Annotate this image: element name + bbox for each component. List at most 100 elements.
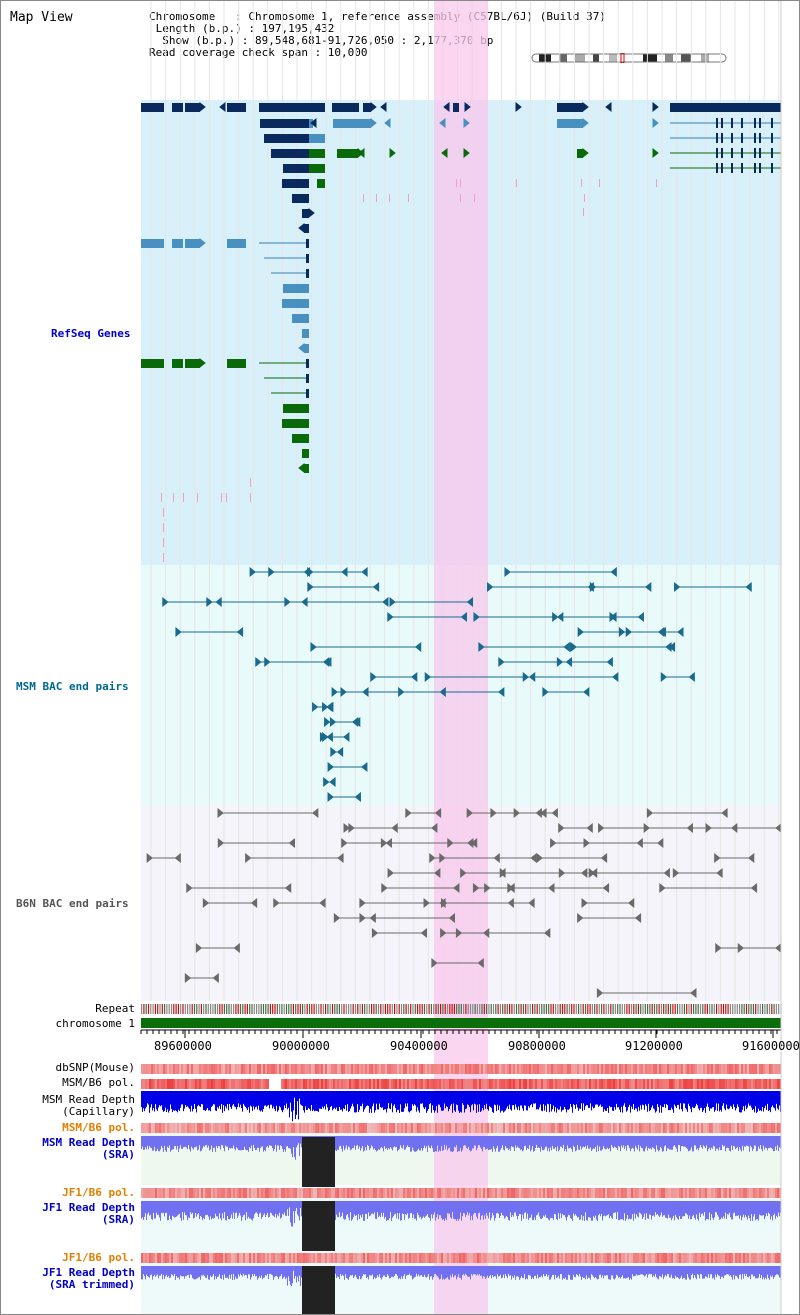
- polymorphism-cell: [403, 1079, 405, 1089]
- polymorphism-cell: [499, 1079, 501, 1089]
- depth-bar: [773, 1201, 774, 1216]
- polymorphism-cell: [411, 1123, 413, 1133]
- polymorphism-cell: [147, 1064, 149, 1074]
- polymorphism-cell: [667, 1123, 669, 1133]
- depth-bar: [236, 1266, 237, 1279]
- depth-bar: [460, 1091, 461, 1112]
- depth-bar: [519, 1266, 520, 1280]
- polymorphism-cell: [305, 1064, 307, 1074]
- depth-bar: [509, 1266, 510, 1276]
- depth-bar: [439, 1266, 440, 1280]
- polymorphism-cell: [573, 1079, 575, 1089]
- polymorphism-cell: [415, 1188, 417, 1198]
- depth-bar: [221, 1136, 222, 1145]
- depth-bar: [424, 1091, 425, 1110]
- polymorphism-cell: [503, 1188, 505, 1198]
- polymorphism-cell: [191, 1123, 193, 1133]
- depth-bar: [631, 1201, 632, 1219]
- polymorphism-cell: [397, 1188, 399, 1198]
- depth-bar: [191, 1091, 192, 1106]
- depth-bar: [218, 1266, 219, 1277]
- polymorphism-cell: [357, 1079, 359, 1089]
- polymorphism-cell: [599, 1064, 601, 1074]
- depth-bar: [366, 1091, 367, 1107]
- strand-arrow: [484, 882, 491, 894]
- depth-bar: [395, 1136, 396, 1148]
- strand-arrow: [544, 927, 551, 939]
- depth-bar: [589, 1091, 590, 1108]
- depth-bar: [382, 1201, 383, 1217]
- depth-bar: [197, 1136, 198, 1151]
- depth-bar: [474, 1091, 475, 1104]
- polymorphism-cell: [197, 1188, 199, 1198]
- depth-bar: [709, 1136, 710, 1148]
- depth-bar: [686, 1136, 687, 1148]
- depth-bar: [167, 1136, 168, 1147]
- depth-bar: [668, 1266, 669, 1275]
- depth-bar: [487, 1266, 488, 1276]
- depth-bar: [755, 1091, 756, 1107]
- depth-bar: [735, 1136, 736, 1150]
- chromosome-ideogram[interactable]: [531, 53, 727, 63]
- depth-bar: [659, 1091, 660, 1113]
- strand-arrow: [434, 867, 441, 879]
- depth-bar: [418, 1136, 419, 1149]
- depth-bar: [360, 1136, 361, 1151]
- depth-bar: [745, 1136, 746, 1147]
- depth-bar: [257, 1136, 258, 1148]
- depth-bar: [563, 1136, 564, 1145]
- depth-bar: [602, 1201, 603, 1221]
- depth-bar: [691, 1266, 692, 1276]
- strand-arrow: [199, 101, 206, 113]
- depth-bar: [513, 1266, 514, 1278]
- polymorphism-cell: [151, 1188, 153, 1198]
- depth-bar: [572, 1266, 573, 1280]
- depth-bar: [529, 1201, 530, 1218]
- polymorphism-cell: [757, 1123, 759, 1133]
- polymorphism-cell: [319, 1188, 321, 1198]
- depth-bar: [477, 1091, 478, 1105]
- strand-arrow: [327, 701, 334, 713]
- polymorphism-cell: [505, 1253, 507, 1263]
- depth-bar: [496, 1091, 497, 1112]
- depth-bar: [572, 1201, 573, 1221]
- polymorphism-cell: [339, 1188, 341, 1198]
- depth-bar: [707, 1136, 708, 1152]
- depth-bar: [544, 1201, 545, 1217]
- polymorphism-cell: [149, 1123, 151, 1133]
- depth-bar: [468, 1091, 469, 1106]
- depth-bar: [585, 1266, 586, 1280]
- polymorphism-cell: [141, 1079, 143, 1089]
- depth-bar: [215, 1201, 216, 1214]
- depth-bar: [162, 1201, 163, 1214]
- depth-bar: [359, 1136, 360, 1147]
- repeat-mark: [212, 1004, 214, 1014]
- depth-bar: [684, 1136, 685, 1147]
- depth-bar: [615, 1091, 616, 1110]
- depth-bar: [177, 1201, 178, 1216]
- depth-bar: [591, 1266, 592, 1275]
- depth-bar: [402, 1266, 403, 1279]
- depth-bar: [354, 1266, 355, 1277]
- depth-bar: [163, 1091, 164, 1112]
- repeat-mark: [182, 1004, 184, 1014]
- depth-bar: [214, 1266, 215, 1280]
- depth-bar: [537, 1201, 538, 1215]
- depth-bar: [694, 1201, 695, 1218]
- repeat-mark: [718, 1004, 720, 1014]
- exon-tick: [771, 118, 773, 128]
- repeat-mark: [214, 1004, 216, 1014]
- depth-bar: [224, 1201, 225, 1213]
- repeat-mark: [467, 1004, 469, 1014]
- polymorphism-cell: [291, 1079, 293, 1089]
- polymorphism-cell: [725, 1188, 727, 1198]
- polymorphism-cell: [269, 1188, 271, 1198]
- depth-bar: [467, 1091, 468, 1105]
- depth-bar: [165, 1266, 166, 1277]
- depth-bar: [545, 1201, 546, 1215]
- polymorphism-cell: [537, 1064, 539, 1074]
- depth-bar: [746, 1136, 747, 1146]
- strand-arrow: [308, 207, 315, 219]
- polymorphism-cell: [255, 1188, 257, 1198]
